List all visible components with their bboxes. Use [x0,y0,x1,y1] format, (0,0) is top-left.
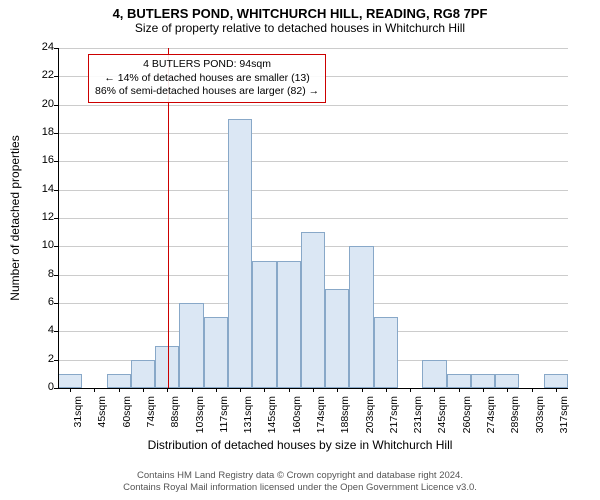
xtick-mark [289,388,290,392]
footer-line-2: Contains Royal Mail information licensed… [8,482,592,494]
xtick-mark [532,388,533,392]
histogram-bar [58,374,82,388]
xtick-mark [313,388,314,392]
ytick-mark [54,246,58,247]
x-axis-label: Distribution of detached houses by size … [0,438,600,452]
xtick-mark [556,388,557,392]
xtick-mark [337,388,338,392]
ytick-mark [54,388,58,389]
histogram-bar [277,261,301,389]
ytick-label: 20 [24,98,54,110]
histogram-bar [325,289,349,388]
ytick-label: 8 [24,268,54,280]
histogram-bar [228,119,252,388]
histogram-bar [544,374,568,388]
chart-title: 4, BUTLERS POND, WHITCHURCH HILL, READIN… [0,0,600,21]
footer-line-1: Contains HM Land Registry data © Crown c… [8,470,592,482]
ytick-label: 14 [24,183,54,195]
ytick-mark [54,105,58,106]
ytick-label: 18 [24,126,54,138]
xtick-mark [240,388,241,392]
histogram-bar [204,317,228,388]
histogram-bar [131,360,155,388]
gridline [58,133,568,134]
gridline [58,105,568,106]
y-axis-line [58,48,59,388]
histogram-bar [495,374,519,388]
gridline [58,218,568,219]
xtick-mark [459,388,460,392]
annotation-box: 4 BUTLERS POND: 94sqm ← 14% of detached … [88,54,326,103]
ytick-label: 4 [24,324,54,336]
ytick-label: 2 [24,353,54,365]
ytick-mark [54,190,58,191]
annotation-line-1: 4 BUTLERS POND: 94sqm [95,58,319,72]
histogram-bar [301,232,325,388]
xtick-mark [70,388,71,392]
ytick-mark [54,76,58,77]
attribution-footer: Contains HM Land Registry data © Crown c… [0,466,600,500]
ytick-mark [54,275,58,276]
histogram-bar [179,303,203,388]
chart-container: 4, BUTLERS POND, WHITCHURCH HILL, READIN… [0,0,600,500]
xtick-mark [143,388,144,392]
xtick-mark [386,388,387,392]
histogram-bar [349,246,373,388]
xtick-mark [362,388,363,392]
ytick-mark [54,360,58,361]
xtick-mark [119,388,120,392]
xtick-mark [507,388,508,392]
ytick-mark [54,48,58,49]
ytick-label: 22 [24,69,54,81]
ytick-label: 6 [24,296,54,308]
histogram-bar [471,374,495,388]
histogram-bar [107,374,131,388]
annotation-line-3: 86% of semi-detached houses are larger (… [95,85,319,99]
ytick-mark [54,331,58,332]
annotation-line-2: ← 14% of detached houses are smaller (13… [95,72,319,86]
xtick-mark [94,388,95,392]
gridline [58,161,568,162]
histogram-bar [447,374,471,388]
ytick-mark [54,218,58,219]
ytick-label: 24 [24,41,54,53]
histogram-bar [422,360,446,388]
xtick-mark [410,388,411,392]
ytick-label: 10 [24,239,54,251]
ytick-label: 0 [24,381,54,393]
xtick-mark [434,388,435,392]
xtick-mark [264,388,265,392]
xtick-mark [216,388,217,392]
ytick-label: 16 [24,154,54,166]
plot-area: 4 BUTLERS POND: 94sqm ← 14% of detached … [58,48,568,388]
histogram-bar [374,317,398,388]
xtick-mark [167,388,168,392]
ytick-label: 12 [24,211,54,223]
chart-subtitle: Size of property relative to detached ho… [0,21,600,37]
xtick-mark [483,388,484,392]
gridline [58,190,568,191]
xtick-mark [192,388,193,392]
histogram-bar [252,261,276,389]
ytick-mark [54,303,58,304]
ytick-mark [54,161,58,162]
ytick-mark [54,133,58,134]
gridline [58,48,568,49]
